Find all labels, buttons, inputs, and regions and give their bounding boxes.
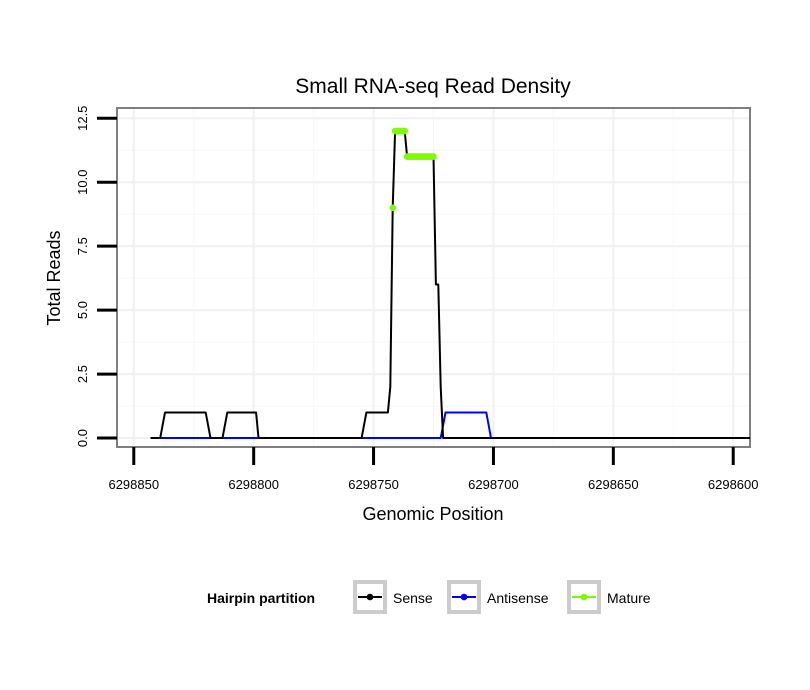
legend-title: Hairpin partition — [207, 590, 315, 606]
axes: 0.0 2.5 5.0 7.5 10.0 12.5 6298850 6298800 629875… — [75, 106, 759, 492]
legend-label-antisense: Antisense — [487, 590, 549, 606]
y-tick-label: 10.0 — [75, 170, 90, 195]
chart-title: Small RNA-seq Read Density — [295, 75, 571, 98]
data-series — [150, 127, 750, 439]
x-tick-label: 6298700 — [468, 477, 519, 492]
x-axis-title: Genomic Position — [362, 504, 503, 524]
legend-key-point — [460, 593, 468, 601]
legend: Hairpin partition Sense Antisense Mature — [207, 580, 651, 614]
antisense-line — [150, 411, 750, 439]
y-tick-label: 2.5 — [75, 365, 90, 383]
mature-point — [389, 204, 397, 212]
legend-item-mature: Mature — [567, 580, 651, 614]
grid — [117, 108, 750, 447]
x-tick-label: 6298650 — [588, 477, 639, 492]
y-tick-label: 5.0 — [75, 301, 90, 319]
x-tick-label: 6298800 — [228, 477, 279, 492]
mature-point — [401, 127, 409, 135]
x-tick-label: 6298600 — [708, 477, 759, 492]
sense-line — [150, 130, 750, 439]
x-tick-label: 6298750 — [348, 477, 399, 492]
y-tick-label: 7.5 — [75, 237, 90, 255]
legend-key-point — [580, 593, 588, 601]
mature-point — [430, 153, 437, 160]
plot-panel-border — [116, 107, 751, 448]
legend-item-sense: Sense — [353, 580, 433, 614]
legend-label-mature: Mature — [607, 590, 651, 606]
legend-item-antisense: Antisense — [447, 580, 549, 614]
y-axis-title: Total Reads — [44, 230, 64, 325]
y-tick-label: 0.0 — [75, 429, 90, 447]
legend-key-point — [366, 593, 374, 601]
y-tick-label: 12.5 — [75, 106, 90, 131]
legend-label-sense: Sense — [393, 590, 433, 606]
x-tick-label: 6298850 — [108, 477, 159, 492]
